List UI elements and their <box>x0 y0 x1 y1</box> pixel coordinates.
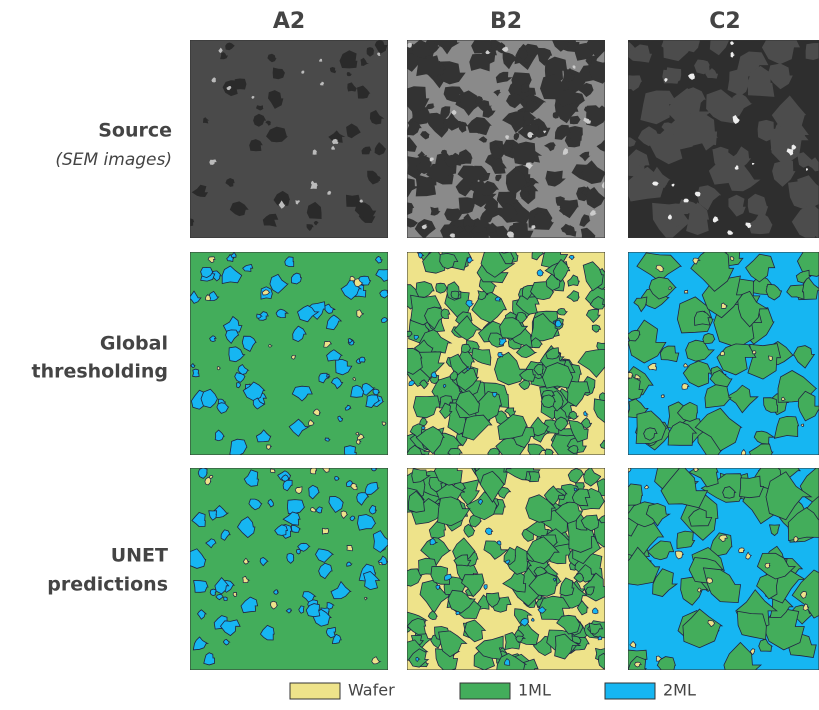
region <box>416 55 441 77</box>
region <box>185 218 194 226</box>
legend-label: 1ML <box>518 681 551 700</box>
region <box>404 331 412 337</box>
speck <box>661 395 664 398</box>
speck <box>730 257 734 261</box>
speck <box>379 562 382 565</box>
speck <box>707 578 713 584</box>
legend-swatch <box>290 683 340 699</box>
row-label: UNET <box>111 545 168 567</box>
image-panel <box>618 245 819 463</box>
legend-label: 2ML <box>663 681 696 700</box>
speck <box>698 588 702 592</box>
column-header: A2 <box>273 9 305 34</box>
image-panel <box>189 252 392 458</box>
region <box>373 531 391 553</box>
image-panel <box>185 40 388 238</box>
speck <box>209 475 213 478</box>
region <box>441 309 450 319</box>
legend: Wafer 1ML 2ML <box>290 681 696 700</box>
speck <box>495 297 501 301</box>
region <box>335 477 339 481</box>
region <box>662 69 680 83</box>
speck <box>753 351 756 354</box>
region <box>740 476 764 498</box>
legend-swatch <box>605 683 655 699</box>
region <box>806 43 819 60</box>
image-panel <box>187 465 392 670</box>
speck <box>217 367 220 370</box>
region <box>451 291 459 299</box>
region <box>193 369 200 377</box>
speck <box>765 563 770 568</box>
speck <box>801 424 804 426</box>
region <box>297 549 301 554</box>
speck <box>684 290 687 293</box>
legend-swatch <box>460 683 510 699</box>
figure: A2 B2 C2 Source (SEM images) Global thre… <box>0 0 819 706</box>
region <box>359 357 365 362</box>
region <box>616 484 642 506</box>
row-label: Global <box>100 333 168 355</box>
image-panel <box>612 450 819 684</box>
region <box>210 589 216 596</box>
row-label: Source <box>98 120 172 142</box>
speck <box>291 355 295 359</box>
region <box>448 449 462 458</box>
region <box>541 395 555 408</box>
speck <box>347 546 352 551</box>
legend-label: Wafer <box>348 681 395 700</box>
speck <box>310 468 316 474</box>
speck <box>720 351 724 355</box>
column-header: B2 <box>490 9 522 34</box>
image-panel <box>400 239 615 464</box>
region <box>194 581 208 593</box>
speck <box>322 528 328 534</box>
region <box>542 363 572 389</box>
region <box>234 79 246 90</box>
image-panel <box>396 454 621 678</box>
speck <box>625 373 633 379</box>
image-panel <box>621 25 819 241</box>
speck <box>270 469 275 473</box>
column-header: C2 <box>709 9 740 34</box>
region <box>703 333 715 343</box>
row-label: predictions <box>47 574 168 596</box>
region <box>224 597 228 601</box>
image-panel <box>399 25 615 246</box>
speck <box>739 548 745 553</box>
row-label: thresholding <box>31 361 168 383</box>
region <box>345 446 357 458</box>
region <box>529 472 540 482</box>
region <box>371 467 376 471</box>
row-sublabel: (SEM images) <box>55 150 172 170</box>
panels <box>185 25 819 683</box>
